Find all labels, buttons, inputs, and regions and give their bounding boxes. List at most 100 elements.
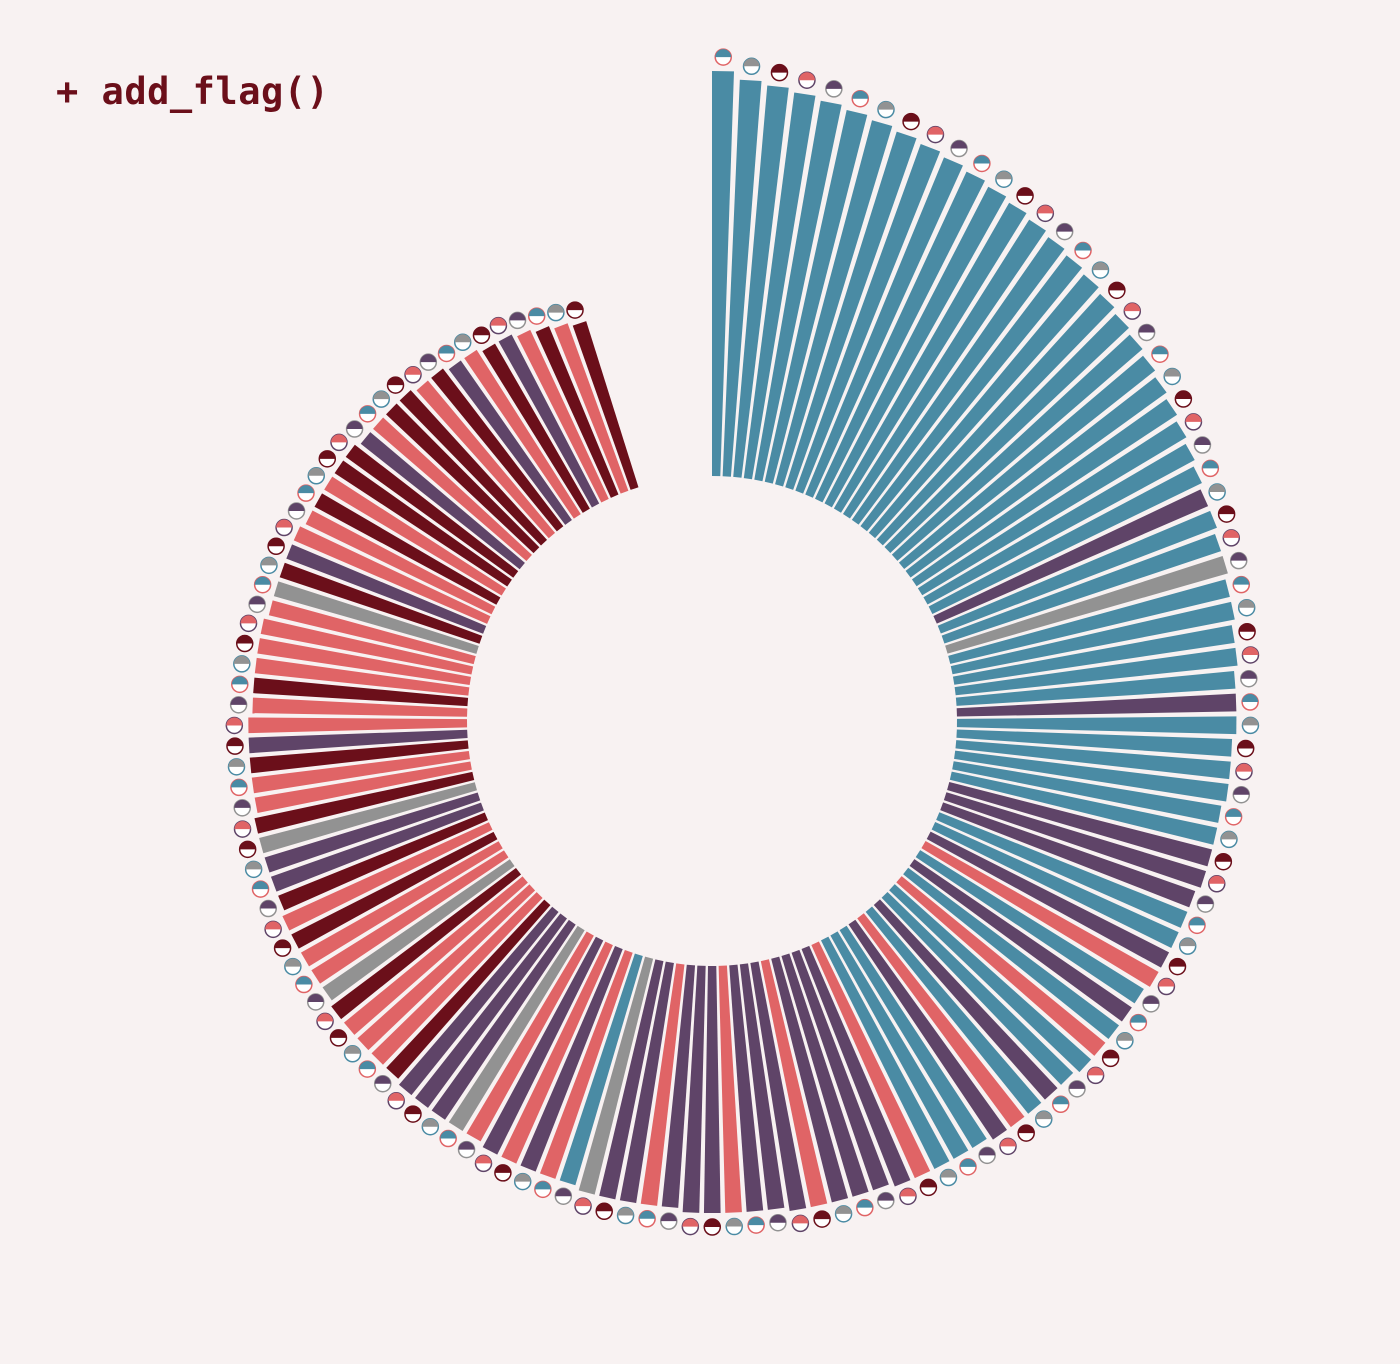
radial-bar bbox=[252, 697, 468, 717]
radial-bar bbox=[785, 131, 917, 490]
flag-icon bbox=[527, 307, 546, 325]
radial-bar bbox=[345, 444, 519, 578]
radial-bar bbox=[805, 157, 963, 498]
radial-bar bbox=[619, 961, 674, 1204]
flag-icon bbox=[1142, 995, 1160, 1013]
radial-bar bbox=[572, 321, 639, 490]
radial-bar bbox=[482, 343, 590, 513]
radial-bar bbox=[360, 432, 525, 570]
flag-icon bbox=[1108, 281, 1126, 300]
flag-icon bbox=[999, 1137, 1017, 1156]
flag-icon bbox=[725, 1217, 743, 1236]
radial-bar bbox=[270, 802, 484, 892]
radial-bar bbox=[415, 913, 567, 1108]
radial-bar bbox=[928, 466, 1202, 614]
radial-bar bbox=[282, 822, 493, 931]
flag-icon bbox=[453, 333, 472, 352]
flag-icon bbox=[1241, 646, 1260, 664]
radial-bar bbox=[399, 390, 548, 546]
radial-bar bbox=[903, 867, 1120, 1039]
radial-bar bbox=[398, 906, 559, 1096]
radial-bar bbox=[373, 417, 532, 562]
radial-bar bbox=[640, 963, 685, 1206]
radial-bar bbox=[293, 526, 491, 624]
radial-bar bbox=[945, 556, 1228, 654]
radial-bar bbox=[248, 717, 468, 734]
radial-bar bbox=[300, 841, 503, 967]
flag-icon bbox=[227, 758, 246, 776]
radial-bar bbox=[952, 625, 1235, 685]
radial-bar bbox=[842, 219, 1046, 519]
flag-icon bbox=[233, 655, 251, 673]
flag-icon bbox=[275, 518, 293, 537]
radial-bar bbox=[501, 941, 613, 1164]
flag-icon bbox=[1137, 323, 1156, 342]
radial-bar bbox=[254, 761, 472, 814]
radial-bar bbox=[482, 936, 604, 1155]
radial-bar bbox=[357, 884, 536, 1051]
flag-icon bbox=[877, 100, 895, 119]
radial-bar bbox=[921, 841, 1159, 987]
radial-bar bbox=[578, 956, 654, 1195]
flag-icon bbox=[489, 316, 508, 335]
radial-bar bbox=[955, 670, 1236, 706]
radial-bar bbox=[305, 510, 496, 615]
radial-bar bbox=[898, 355, 1156, 570]
radial-bar bbox=[750, 961, 807, 1211]
radial-bar bbox=[448, 925, 585, 1131]
radial-bar bbox=[795, 144, 941, 494]
radial-bar bbox=[941, 534, 1222, 644]
radial-bar bbox=[876, 293, 1115, 546]
radial-bar bbox=[754, 100, 842, 482]
radial-bar bbox=[729, 964, 764, 1212]
radial-bar bbox=[599, 959, 664, 1200]
flag-icon bbox=[1035, 1110, 1053, 1128]
flag-icon bbox=[1232, 785, 1251, 804]
radial-bar bbox=[554, 323, 629, 494]
flag-icon bbox=[1236, 739, 1255, 758]
page-title: + add_flag() bbox=[56, 70, 330, 113]
radial-bar bbox=[896, 876, 1106, 1056]
radial-bar bbox=[257, 638, 472, 686]
radial-bar bbox=[431, 919, 576, 1120]
flag-icon bbox=[264, 920, 282, 939]
radial-bar bbox=[764, 109, 868, 484]
flag-icon bbox=[825, 80, 843, 98]
radial-bar bbox=[940, 802, 1196, 908]
flag-icon bbox=[1201, 459, 1220, 478]
flag-icon bbox=[1224, 808, 1243, 826]
flag-icon bbox=[813, 1210, 831, 1228]
radial-bar bbox=[322, 859, 515, 1001]
radial-bar bbox=[873, 899, 1058, 1100]
flag-icon bbox=[1241, 716, 1260, 735]
flag-icon bbox=[287, 502, 306, 520]
radial-bar bbox=[771, 956, 849, 1203]
flag-icon bbox=[1101, 1049, 1120, 1068]
flag-icon bbox=[508, 311, 527, 330]
radial-bar bbox=[917, 421, 1187, 596]
radial-bar bbox=[253, 677, 469, 707]
flag-icon bbox=[1123, 302, 1142, 320]
flag-icon bbox=[251, 880, 270, 898]
flag-icon bbox=[244, 860, 263, 879]
flag-icon bbox=[1214, 852, 1233, 871]
flag-icon bbox=[239, 614, 258, 633]
radial-bar bbox=[868, 274, 1099, 539]
flag-icon bbox=[273, 939, 292, 957]
flag-icon bbox=[318, 450, 337, 468]
radial-bar bbox=[954, 647, 1238, 696]
radial-bar bbox=[933, 489, 1209, 624]
flag-icon bbox=[1016, 187, 1034, 205]
flag-icon bbox=[284, 957, 302, 976]
flag-icon bbox=[798, 71, 816, 89]
flag-icon bbox=[419, 353, 438, 371]
radial-bar bbox=[712, 71, 734, 477]
flag-icon bbox=[1151, 345, 1169, 363]
radial-bar bbox=[331, 867, 522, 1020]
flag-icon bbox=[295, 975, 313, 994]
radial-bar bbox=[248, 729, 468, 754]
flag-icon bbox=[494, 1164, 512, 1182]
flag-icon bbox=[374, 1074, 392, 1093]
flag-icon bbox=[1196, 895, 1215, 913]
flag-icon bbox=[1235, 762, 1253, 781]
